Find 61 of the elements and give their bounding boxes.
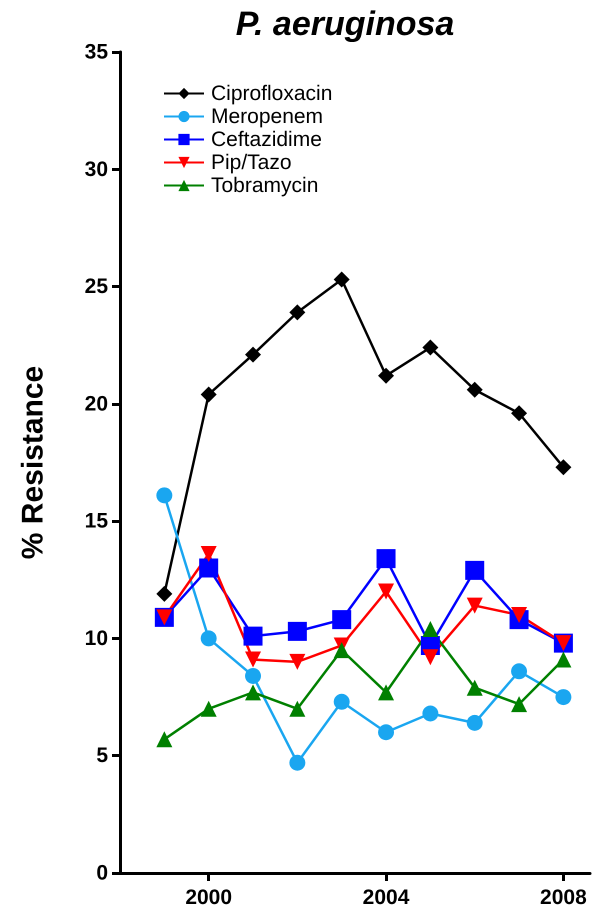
point bbox=[288, 622, 307, 641]
point bbox=[511, 606, 528, 623]
y-tick-label: 15 bbox=[84, 510, 108, 533]
point bbox=[376, 549, 396, 568]
x-tick-label: 2004 bbox=[362, 886, 410, 909]
point bbox=[245, 652, 262, 668]
point bbox=[555, 459, 572, 476]
point bbox=[244, 626, 263, 646]
chart-title: P. aeruginosa bbox=[236, 5, 454, 43]
point bbox=[378, 724, 394, 740]
point bbox=[200, 630, 217, 646]
point bbox=[511, 663, 528, 680]
point bbox=[511, 696, 528, 712]
point bbox=[332, 610, 352, 630]
point bbox=[334, 694, 350, 710]
point bbox=[156, 586, 172, 602]
point bbox=[422, 649, 438, 666]
y-tick-label: 0 bbox=[96, 862, 108, 884]
y-tick-label: 20 bbox=[84, 392, 108, 416]
point bbox=[511, 405, 528, 422]
point bbox=[555, 652, 572, 668]
point bbox=[466, 680, 483, 696]
y-tick-label: 35 bbox=[84, 40, 108, 64]
point bbox=[200, 546, 217, 562]
point bbox=[289, 700, 306, 717]
y-tick-label: 10 bbox=[84, 626, 108, 650]
legend-label: Meropenem bbox=[211, 105, 324, 128]
point bbox=[289, 304, 306, 320]
point bbox=[200, 700, 217, 717]
point bbox=[199, 558, 218, 578]
point bbox=[465, 560, 484, 580]
point bbox=[378, 684, 394, 700]
legend-label: Ceftazidime bbox=[211, 128, 322, 151]
point bbox=[422, 705, 438, 722]
point bbox=[289, 754, 306, 771]
y-tick-label: 30 bbox=[84, 158, 108, 181]
y-tick-label: 5 bbox=[96, 744, 108, 768]
point bbox=[245, 346, 262, 363]
point bbox=[555, 689, 572, 706]
y-axis-title: % Resistance bbox=[16, 366, 50, 560]
x-tick-label: 2000 bbox=[185, 886, 232, 909]
point bbox=[334, 642, 350, 658]
point bbox=[378, 584, 394, 600]
point bbox=[334, 272, 350, 288]
point bbox=[156, 731, 172, 748]
point bbox=[289, 654, 306, 670]
point bbox=[156, 487, 172, 504]
point bbox=[422, 340, 438, 356]
point bbox=[378, 368, 394, 384]
point bbox=[245, 668, 262, 684]
point bbox=[422, 621, 438, 638]
y-tick-label: 25 bbox=[84, 275, 108, 298]
point bbox=[466, 598, 483, 614]
point bbox=[466, 714, 483, 731]
legend-label: Ciprofloxacin bbox=[211, 82, 332, 105]
point bbox=[466, 382, 483, 398]
x-tick-label: 2008 bbox=[540, 886, 588, 909]
point bbox=[245, 684, 262, 700]
point bbox=[200, 386, 217, 402]
legend-label: Pip/Tazo bbox=[211, 151, 292, 174]
legend-label: Tobramycin bbox=[211, 174, 318, 197]
